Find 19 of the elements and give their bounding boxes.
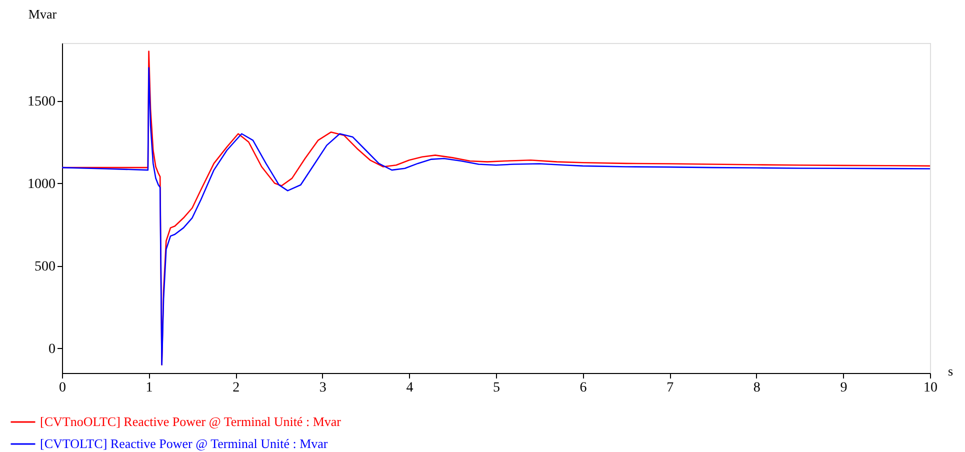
x-tick-label: 8 (753, 380, 760, 396)
x-tick-label: 3 (319, 380, 326, 396)
x-axis-title: s (948, 364, 954, 378)
y-axis-title: Mvar (28, 6, 58, 22)
y-tick-label: 1000 (28, 176, 56, 192)
y-tick-label: 0 (48, 342, 56, 357)
x-tick-label: 0 (59, 380, 66, 396)
x-tick-label: 10 (924, 380, 938, 396)
x-tick-label: 1 (146, 380, 153, 396)
legend-label: [CVTOLTC] Reactive Power @ Terminal Unité : Mvar (40, 436, 328, 451)
x-tick-label: 9 (840, 380, 848, 396)
y-tick-label: 500 (34, 259, 56, 274)
x-tick-label: 6 (580, 380, 587, 396)
x-tick-label: 2 (232, 380, 240, 396)
legend-label: [CVTnoOLTC] Reactive Power @ Terminal Unité : Mvar (40, 414, 342, 429)
x-tick-label: 5 (493, 380, 500, 396)
x-tick-label: 7 (666, 380, 674, 396)
y-tick-label: 1500 (28, 94, 56, 110)
x-tick-label: 4 (406, 380, 414, 396)
